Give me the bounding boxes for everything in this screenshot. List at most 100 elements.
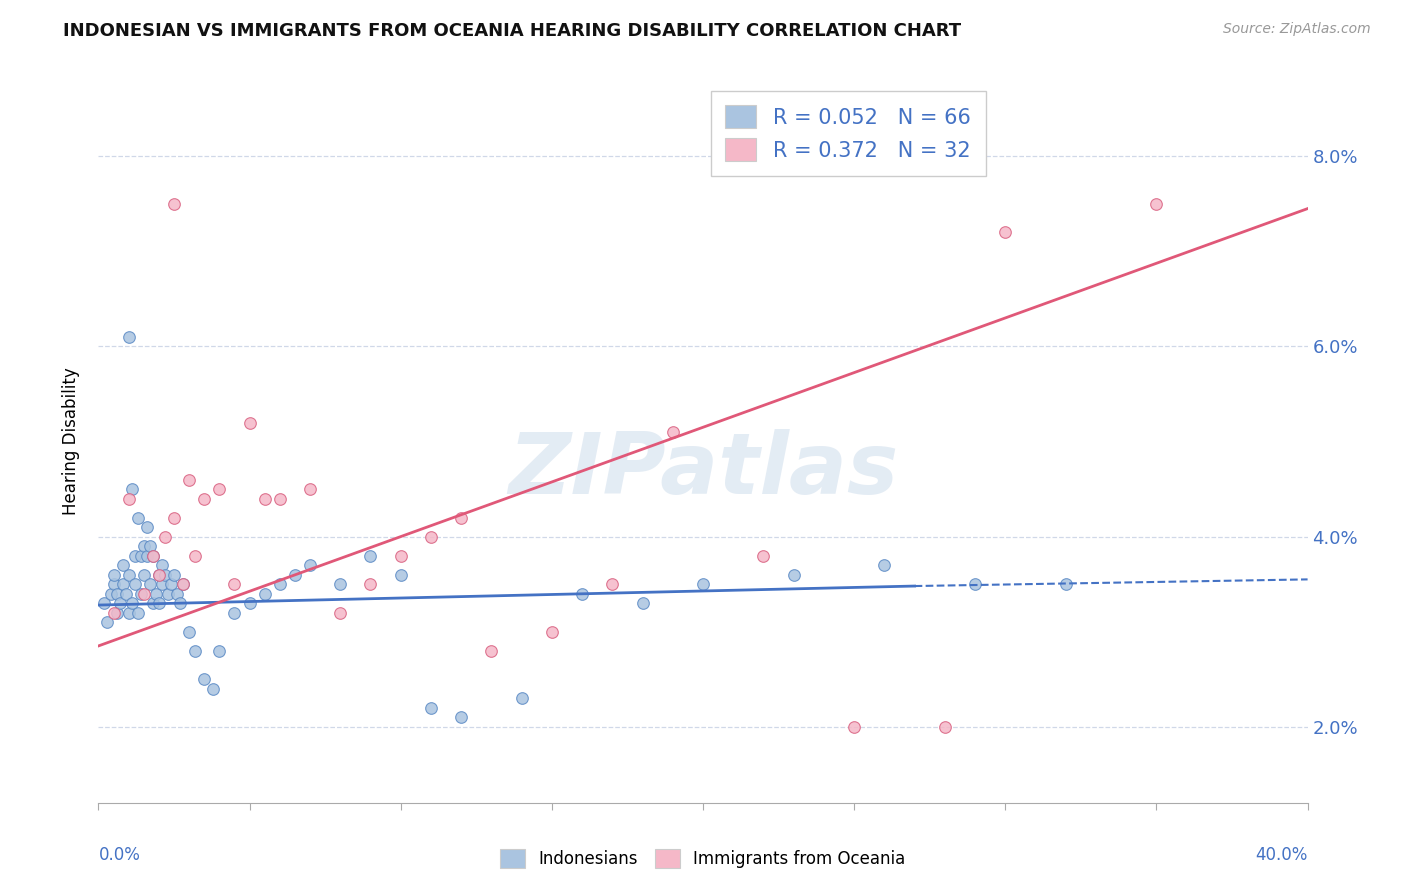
- Point: [121, 482, 143, 496]
- Point: [163, 567, 186, 582]
- Text: Source: ZipAtlas.com: Source: ZipAtlas.com: [1223, 22, 1371, 37]
- Point: [145, 587, 167, 601]
- Point: [184, 549, 207, 563]
- Legend: R = 0.052   N = 66, R = 0.372   N = 32: R = 0.052 N = 66, R = 0.372 N = 32: [710, 91, 986, 176]
- Point: [994, 226, 1017, 240]
- Point: [692, 577, 714, 591]
- Point: [160, 577, 183, 591]
- Point: [129, 587, 152, 601]
- Point: [329, 577, 352, 591]
- Point: [284, 567, 307, 582]
- Point: [118, 491, 141, 506]
- Point: [389, 549, 412, 563]
- Point: [100, 587, 122, 601]
- Point: [142, 596, 165, 610]
- Point: [224, 577, 246, 591]
- Point: [163, 510, 186, 524]
- Text: ZIPatlas: ZIPatlas: [508, 429, 898, 512]
- Point: [269, 577, 291, 591]
- Point: [193, 672, 215, 686]
- Point: [253, 587, 276, 601]
- Point: [450, 710, 472, 724]
- Point: [166, 587, 188, 601]
- Point: [121, 596, 143, 610]
- Point: [1146, 197, 1168, 211]
- Point: [105, 587, 128, 601]
- Point: [934, 720, 956, 734]
- Point: [783, 567, 806, 582]
- Point: [208, 482, 231, 496]
- Point: [124, 577, 146, 591]
- Text: INDONESIAN VS IMMIGRANTS FROM OCEANIA HEARING DISABILITY CORRELATION CHART: INDONESIAN VS IMMIGRANTS FROM OCEANIA HE…: [63, 22, 962, 40]
- Point: [129, 549, 152, 563]
- Point: [661, 425, 683, 439]
- Point: [202, 681, 225, 696]
- Point: [239, 596, 262, 610]
- Point: [965, 577, 987, 591]
- Point: [135, 520, 157, 534]
- Text: 40.0%: 40.0%: [1256, 847, 1308, 864]
- Point: [571, 587, 593, 601]
- Point: [118, 330, 141, 344]
- Point: [148, 567, 170, 582]
- Point: [153, 567, 176, 582]
- Point: [156, 587, 179, 601]
- Point: [163, 197, 186, 211]
- Point: [148, 567, 170, 582]
- Legend: Indonesians, Immigrants from Oceania: Indonesians, Immigrants from Oceania: [494, 843, 912, 875]
- Point: [269, 491, 291, 506]
- Y-axis label: Hearing Disability: Hearing Disability: [62, 368, 80, 516]
- Point: [153, 530, 176, 544]
- Point: [844, 720, 866, 734]
- Point: [224, 606, 246, 620]
- Point: [184, 643, 207, 657]
- Point: [172, 577, 194, 591]
- Point: [127, 510, 149, 524]
- Point: [127, 606, 149, 620]
- Point: [1054, 577, 1077, 591]
- Point: [389, 567, 412, 582]
- Point: [193, 491, 215, 506]
- Point: [172, 577, 194, 591]
- Point: [208, 643, 231, 657]
- Point: [631, 596, 654, 610]
- Point: [105, 606, 128, 620]
- Point: [142, 549, 165, 563]
- Point: [540, 624, 562, 639]
- Point: [132, 567, 155, 582]
- Point: [602, 577, 624, 591]
- Point: [118, 606, 141, 620]
- Point: [124, 549, 146, 563]
- Point: [420, 530, 443, 544]
- Point: [179, 624, 201, 639]
- Point: [135, 549, 157, 563]
- Point: [752, 549, 775, 563]
- Point: [150, 577, 173, 591]
- Point: [139, 539, 162, 553]
- Point: [132, 539, 155, 553]
- Point: [169, 596, 191, 610]
- Text: 0.0%: 0.0%: [98, 847, 141, 864]
- Point: [108, 596, 131, 610]
- Point: [150, 558, 173, 573]
- Point: [360, 549, 382, 563]
- Point: [239, 416, 262, 430]
- Point: [103, 567, 125, 582]
- Point: [111, 558, 134, 573]
- Point: [148, 596, 170, 610]
- Point: [111, 577, 134, 591]
- Point: [114, 587, 136, 601]
- Point: [329, 606, 352, 620]
- Point: [179, 473, 201, 487]
- Point: [103, 577, 125, 591]
- Point: [132, 587, 155, 601]
- Point: [103, 606, 125, 620]
- Point: [93, 596, 115, 610]
- Point: [139, 577, 162, 591]
- Point: [420, 700, 443, 714]
- Point: [450, 510, 472, 524]
- Point: [481, 643, 503, 657]
- Point: [299, 482, 322, 496]
- Point: [118, 567, 141, 582]
- Point: [299, 558, 322, 573]
